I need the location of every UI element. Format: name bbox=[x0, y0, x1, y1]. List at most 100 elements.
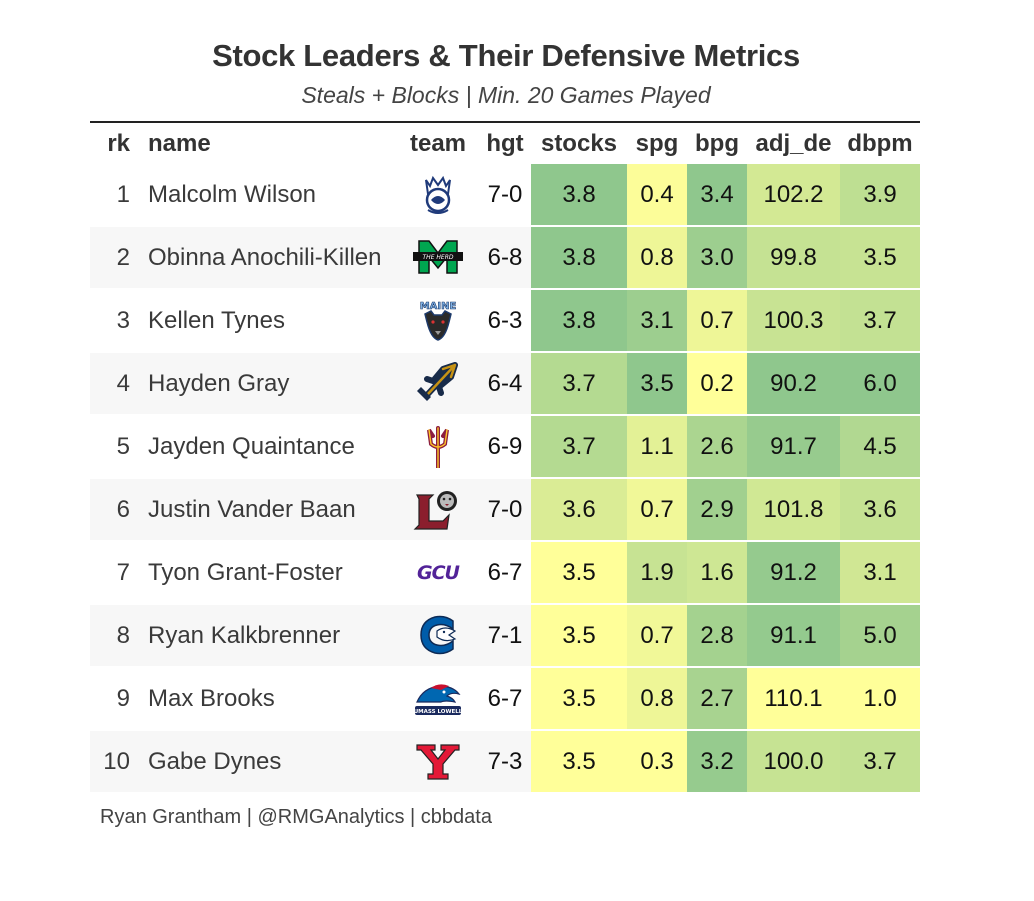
umass-lowell-logo-text: UMASS LOWELL bbox=[414, 709, 463, 715]
dbpm-cell: 4.5 bbox=[840, 416, 920, 477]
table-row: 2 Obinna Anochili-Killen THE HERD 6-8 3.8 0.8… bbox=[90, 227, 920, 288]
rank-cell: 9 bbox=[116, 685, 130, 712]
rank-cell: 10 bbox=[103, 748, 130, 775]
uc-san-diego-trident-logo-icon bbox=[411, 361, 465, 405]
spg-cell: 0.7 bbox=[627, 479, 687, 540]
table-row: 4 Hayden Gray 6-4 3.7 3.5 0.2 90.2 6.0 bbox=[90, 353, 920, 414]
stocks-cell: 3.6 bbox=[531, 479, 627, 540]
chart-title: Stock Leaders & Their Defensive Metrics bbox=[212, 38, 800, 73]
rank-cell: 3 bbox=[116, 307, 130, 334]
bpg-cell: 1.6 bbox=[687, 542, 747, 603]
stocks-cell: 3.7 bbox=[531, 416, 627, 477]
spg-cell: 0.7 bbox=[627, 605, 687, 666]
dbpm-cell: 3.7 bbox=[840, 290, 920, 351]
table-row: 3 Kellen Tynes MAINE 6-3 3.8 3.1 0.7 100.3 3.7 bbox=[90, 290, 920, 351]
header-adj-de: adj_de bbox=[755, 130, 832, 157]
queens-royals-logo-icon bbox=[411, 172, 465, 216]
umass-lowell-river-hawks-logo-icon: UMASS LOWELL bbox=[411, 676, 465, 720]
header-bpg: bpg bbox=[695, 130, 739, 157]
player-name-cell: Kellen Tynes bbox=[148, 307, 285, 334]
header-hgt: hgt bbox=[486, 130, 524, 157]
bpg-cell: 0.7 bbox=[687, 290, 747, 351]
player-name-cell: Hayden Gray bbox=[148, 370, 290, 397]
lafayette-leopards-logo-icon bbox=[411, 487, 465, 531]
adj-de-cell: 100.3 bbox=[747, 290, 840, 351]
spg-cell: 0.4 bbox=[627, 164, 687, 225]
stocks-cell: 3.8 bbox=[531, 164, 627, 225]
arizona-state-pitchfork-logo-icon bbox=[411, 424, 465, 470]
stocks-cell: 3.8 bbox=[531, 290, 627, 351]
table-row: 7 Tyon Grant-Foster GCU 6-7 3.5 1.9 1.6 91.2 3.1 bbox=[90, 542, 920, 603]
rank-cell: 4 bbox=[116, 370, 130, 397]
dbpm-cell: 3.9 bbox=[840, 164, 920, 225]
stocks-cell: 3.5 bbox=[531, 731, 627, 792]
stocks-cell: 3.7 bbox=[531, 353, 627, 414]
spg-cell: 3.1 bbox=[627, 290, 687, 351]
dbpm-cell: 1.0 bbox=[840, 668, 920, 729]
header-rk: rk bbox=[107, 130, 130, 157]
player-name-cell: Obinna Anochili-Killen bbox=[148, 244, 382, 271]
rank-cell: 5 bbox=[116, 433, 130, 460]
marshall-thundering-herd-logo-icon: THE HERD bbox=[411, 235, 465, 279]
spg-cell: 1.1 bbox=[627, 416, 687, 477]
gcu-lopes-logo-icon: GCU bbox=[411, 550, 465, 594]
dbpm-cell: 3.6 bbox=[840, 479, 920, 540]
bpg-cell: 0.2 bbox=[687, 353, 747, 414]
height-cell: 6-4 bbox=[487, 370, 523, 397]
player-name-cell: Jayden Quaintance bbox=[148, 433, 355, 460]
player-name-cell: Justin Vander Baan bbox=[148, 496, 356, 523]
creighton-bluejays-logo-icon bbox=[411, 613, 465, 657]
rank-cell: 6 bbox=[116, 496, 130, 523]
spg-cell: 1.9 bbox=[627, 542, 687, 603]
bpg-cell: 2.6 bbox=[687, 416, 747, 477]
player-name-cell: Malcolm Wilson bbox=[148, 181, 317, 208]
spg-cell: 3.5 bbox=[627, 353, 687, 414]
marshall-logo-text: THE HERD bbox=[423, 254, 454, 261]
bpg-cell: 2.9 bbox=[687, 479, 747, 540]
adj-de-cell: 101.8 bbox=[747, 479, 840, 540]
maine-logo-text: MAINE bbox=[420, 301, 457, 312]
bpg-cell: 3.4 bbox=[687, 164, 747, 225]
table-row: 1 Malcolm Wilson 7-0 3.8 0.4 3.4 102.2 3.9 bbox=[90, 164, 920, 225]
height-cell: 7-1 bbox=[487, 622, 523, 649]
adj-de-cell: 91.1 bbox=[747, 605, 840, 666]
adj-de-cell: 110.1 bbox=[747, 668, 840, 729]
dbpm-cell: 3.1 bbox=[840, 542, 920, 603]
height-cell: 7-0 bbox=[487, 181, 523, 208]
height-cell: 7-3 bbox=[487, 748, 523, 775]
dbpm-cell: 5.0 bbox=[840, 605, 920, 666]
bpg-cell: 3.0 bbox=[687, 227, 747, 288]
adj-de-cell: 102.2 bbox=[747, 164, 840, 225]
adj-de-cell: 99.8 bbox=[747, 227, 840, 288]
height-cell: 6-9 bbox=[487, 433, 523, 460]
height-cell: 6-7 bbox=[487, 685, 523, 712]
header-spg: spg bbox=[635, 130, 679, 157]
spg-cell: 0.3 bbox=[627, 731, 687, 792]
adj-de-cell: 91.7 bbox=[747, 416, 840, 477]
rank-cell: 2 bbox=[116, 244, 130, 271]
bpg-cell: 2.8 bbox=[687, 605, 747, 666]
table-row: 9 Max Brooks UMASS LOWELL 6-7 3.5 0.8 2.7 110.1… bbox=[90, 668, 920, 729]
adj-de-cell: 91.2 bbox=[747, 542, 840, 603]
spg-cell: 0.8 bbox=[627, 227, 687, 288]
table-header-row: rk name team hgt stocks spg bpg adj_de d… bbox=[90, 124, 920, 164]
table-row: 8 Ryan Kalkbrenner 7-1 3.5 0.7 2.8 91.1 5.0 bbox=[90, 605, 920, 666]
adj-de-cell: 90.2 bbox=[747, 353, 840, 414]
height-cell: 7-0 bbox=[487, 496, 523, 523]
header-dbpm: dbpm bbox=[847, 130, 913, 157]
height-cell: 6-8 bbox=[487, 244, 523, 271]
header-stocks: stocks bbox=[540, 130, 618, 157]
stocks-cell: 3.5 bbox=[531, 668, 627, 729]
gcu-logo-text: GCU bbox=[417, 562, 461, 584]
dbpm-cell: 6.0 bbox=[840, 353, 920, 414]
height-cell: 6-3 bbox=[487, 307, 523, 334]
bpg-cell: 2.7 bbox=[687, 668, 747, 729]
rank-cell: 1 bbox=[116, 181, 130, 208]
player-name-cell: Ryan Kalkbrenner bbox=[148, 622, 341, 649]
player-name-cell: Gabe Dynes bbox=[148, 748, 282, 775]
bpg-cell: 3.2 bbox=[687, 731, 747, 792]
adj-de-cell: 100.0 bbox=[747, 731, 840, 792]
spg-cell: 0.8 bbox=[627, 668, 687, 729]
table-row: 5 Jayden Quaintance 6-9 3.7 1.1 2.6 91.7 4.5 bbox=[90, 416, 920, 477]
stocks-cell: 3.8 bbox=[531, 227, 627, 288]
